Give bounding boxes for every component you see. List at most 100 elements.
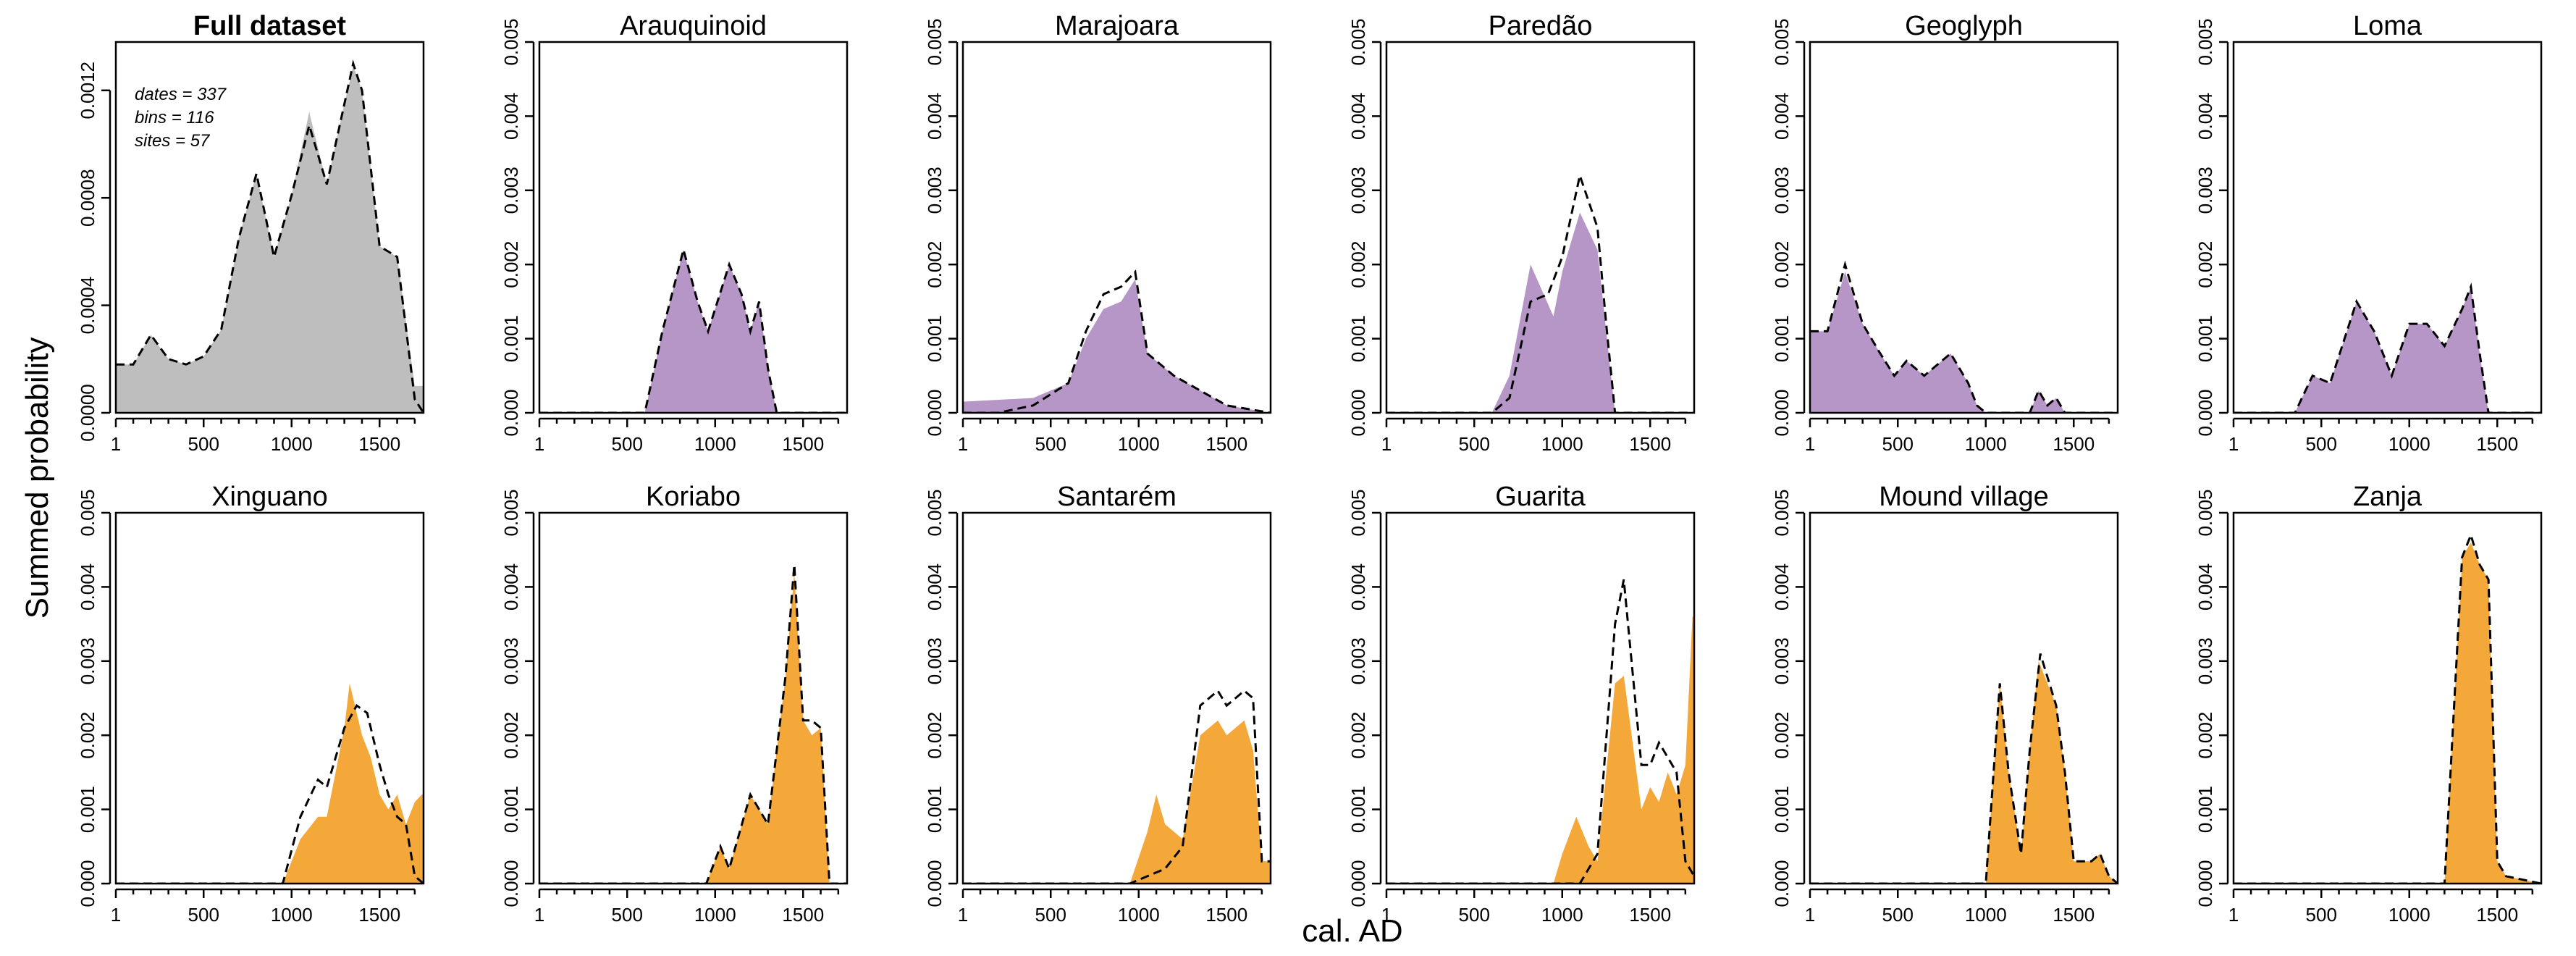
- y-tick-label: 0.004: [1771, 563, 1793, 611]
- y-tick-label: 0.003: [2194, 167, 2216, 214]
- observed-spd-area: [539, 571, 847, 884]
- x-tick-label: 500: [1459, 433, 1490, 455]
- y-tick-label: 0.001: [1347, 315, 1369, 362]
- y-tick-label: 0.002: [500, 712, 522, 759]
- panel: 1 500 1000 15000.0000.0010.0020.0030.0040.0…: [1347, 11, 1696, 455]
- y-tick-label: 0.000: [77, 860, 98, 907]
- x-tick-label: 1: [2228, 433, 2239, 455]
- y-tick-label: 0.004: [1771, 93, 1793, 140]
- plot-frame: [1385, 511, 1696, 885]
- model-spd-line: [963, 689, 1271, 884]
- y-tick-label: 0.005: [924, 489, 946, 536]
- y-tick-label: 0.0000: [77, 384, 98, 442]
- model-spd-line: [1386, 579, 1694, 884]
- plot-frame: [1809, 41, 2119, 414]
- model-spd-line: [539, 245, 847, 413]
- x-tick-label: 1: [958, 904, 968, 926]
- y-tick-label: 0.005: [500, 489, 522, 536]
- y-tick-label: 0.0004: [77, 277, 98, 335]
- y-tick-label: 0.004: [2194, 93, 2216, 140]
- y-tick-label: 0.004: [77, 563, 98, 611]
- x-tick-label: 1500: [2053, 904, 2095, 926]
- plot-frame: [2232, 511, 2543, 885]
- x-tick-label: 500: [2306, 433, 2337, 455]
- panel: 1 500 1000 15000.0000.0010.0020.0030.0040.0…: [500, 482, 849, 926]
- panel: 1 500 1000 15000.0000.0010.0020.0030.0040.0…: [1771, 482, 2119, 926]
- y-tick-label: 0.005: [924, 18, 946, 65]
- y-tick-label: 0.005: [1771, 489, 1793, 536]
- x-tick-label: 1000: [271, 433, 313, 455]
- y-tick-label: 0.001: [500, 786, 522, 833]
- y-tick-label: 0.000: [1771, 389, 1793, 436]
- observed-spd-area: [1810, 661, 2118, 884]
- model-spd-line: [963, 269, 1271, 413]
- observed-spd-area: [2234, 542, 2541, 884]
- observed-spd-area: [2234, 286, 2541, 413]
- y-tick-label: 0.005: [2194, 18, 2216, 65]
- x-tick-label: 1000: [2388, 433, 2430, 455]
- model-spd-line: [539, 564, 847, 884]
- model-spd-line: [1810, 260, 2118, 413]
- y-tick-label: 0.003: [500, 167, 522, 214]
- y-tick-label: 0.000: [924, 860, 946, 907]
- observed-spd-area: [539, 249, 847, 413]
- x-tick-label: 1000: [1541, 904, 1583, 926]
- panel-title: Santarém: [1057, 482, 1177, 512]
- y-tick-label: 0.005: [1347, 18, 1369, 65]
- x-tick-label: 500: [188, 433, 219, 455]
- y-tick-label: 0.0008: [77, 169, 98, 227]
- x-tick-label: 1500: [1205, 433, 1247, 455]
- y-tick-label: 0.000: [1347, 860, 1369, 907]
- y-tick-label: 0.005: [1771, 18, 1793, 65]
- observed-spd-area: [963, 720, 1271, 884]
- y-tick-label: 0.001: [2194, 315, 2216, 362]
- x-tick-label: 1000: [271, 904, 313, 926]
- y-tick-label: 0.002: [500, 241, 522, 288]
- observed-spd-area: [116, 683, 424, 884]
- x-tick-label: 1: [1805, 904, 1815, 926]
- x-tick-label: 1: [958, 433, 968, 455]
- plot-frame: [114, 511, 425, 885]
- x-tick-label: 1: [1381, 433, 1392, 455]
- x-tick-label: 1500: [1629, 433, 1671, 455]
- x-tick-label: 500: [1459, 904, 1490, 926]
- panel-title: Koriabo: [646, 482, 741, 512]
- y-tick-label: 0.001: [2194, 786, 2216, 833]
- panel-title: Xinguano: [211, 482, 328, 512]
- x-tick-label: 1: [111, 904, 121, 926]
- y-tick-label: 0.003: [1771, 637, 1793, 684]
- y-tick-label: 0.002: [1771, 241, 1793, 288]
- dataset-annotation: dates = 337: [135, 85, 227, 104]
- x-tick-label: 1500: [358, 904, 400, 926]
- y-tick-label: 0.002: [1347, 241, 1369, 288]
- observed-spd-area: [1386, 212, 1694, 413]
- y-tick-label: 0.000: [1771, 860, 1793, 907]
- y-tick-label: 0.003: [77, 637, 98, 684]
- plot-frame: [538, 41, 849, 414]
- x-tick-label: 1: [111, 433, 121, 455]
- x-tick-label: 500: [1882, 433, 1914, 455]
- panel-title: Arauquinoid: [620, 11, 767, 41]
- panel-title: Full dataset: [193, 11, 346, 41]
- y-tick-label: 0.004: [924, 93, 946, 140]
- y-tick-label: 0.004: [1347, 563, 1369, 611]
- y-axis-label: Summed probability: [20, 337, 55, 619]
- model-spd-line: [116, 59, 424, 413]
- plot-frame: [114, 41, 425, 414]
- panel: 1 500 1000 15000.0000.0010.0020.0030.0040.0…: [1347, 482, 1696, 926]
- x-tick-label: 1500: [1205, 904, 1247, 926]
- dataset-annotation: sites = 57: [135, 131, 211, 151]
- plot-frame: [2232, 41, 2543, 414]
- panel: 1 500 1000 15000.0000.0010.0020.0030.0040.0…: [924, 11, 1272, 455]
- y-tick-label: 0.000: [2194, 389, 2216, 436]
- panel: 1 500 1000 15000.0000.0010.0020.0030.0040.0…: [77, 482, 425, 926]
- y-tick-label: 0.002: [2194, 712, 2216, 759]
- x-tick-label: 1: [534, 904, 544, 926]
- plot-frame: [538, 511, 849, 885]
- y-tick-label: 0.005: [1347, 489, 1369, 536]
- plot-frame: [961, 41, 1272, 414]
- x-tick-label: 500: [188, 904, 219, 926]
- y-tick-label: 0.000: [1347, 389, 1369, 436]
- y-tick-label: 0.003: [1771, 167, 1793, 214]
